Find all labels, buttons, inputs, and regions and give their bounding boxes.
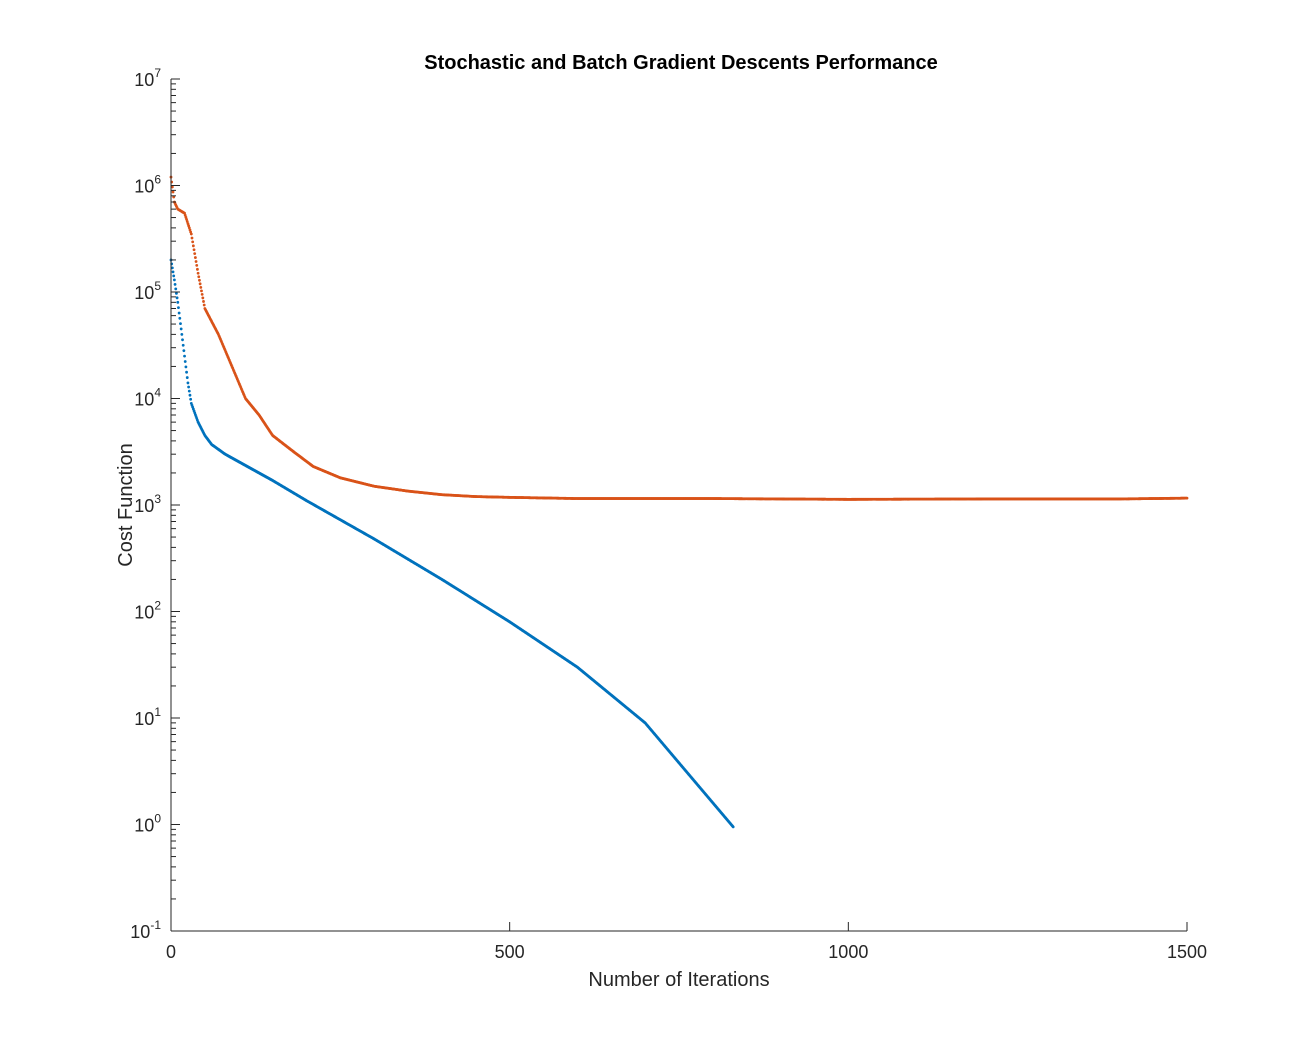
y-tick-exponent: 7 (154, 66, 161, 80)
data-point (188, 393, 192, 397)
data-point (187, 389, 191, 393)
y-tick-label: 107 (134, 66, 161, 90)
data-point (173, 282, 177, 286)
data-point (174, 287, 178, 291)
data-point (198, 282, 202, 286)
data-point (172, 278, 176, 282)
data-point (171, 270, 175, 274)
data-point (191, 244, 195, 248)
data-point (185, 370, 188, 374)
data-point (1185, 496, 1189, 500)
data-point (181, 343, 185, 347)
y-tick-base: 10 (134, 390, 154, 410)
series-layer (169, 175, 1189, 829)
y-tick-exponent: 2 (154, 599, 161, 613)
y-tick-base: 10 (134, 70, 154, 90)
data-point (189, 232, 193, 236)
y-tick-label: 100 (134, 812, 161, 836)
y-tick-exponent: 6 (154, 173, 161, 187)
data-point (187, 385, 191, 389)
data-point (199, 285, 203, 289)
data-point (193, 252, 197, 256)
x-tick-label: 500 (495, 942, 525, 962)
y-tick-label: 10-1 (130, 918, 161, 942)
plot-area: 0 500 1000 1500 10710610510410310210110010-… (130, 66, 1207, 962)
x-axis-label: Number of Iterations (588, 969, 769, 991)
data-point (179, 322, 182, 326)
data-point (196, 267, 199, 271)
y-tick-base: 10 (134, 603, 154, 623)
data-point (183, 354, 186, 358)
data-point (202, 300, 205, 303)
y-tick-base: 10 (134, 496, 154, 516)
data-point (186, 381, 190, 385)
data-point (176, 300, 180, 304)
data-point (200, 292, 204, 296)
y-tick-base: 10 (134, 816, 154, 836)
y-tick-label: 101 (134, 705, 161, 729)
y-tick-label: 105 (134, 279, 161, 303)
data-point (202, 303, 206, 307)
data-point (193, 256, 197, 259)
y-tick-exponent: 5 (154, 279, 161, 293)
x-tick-label: 0 (166, 942, 176, 962)
data-point (175, 296, 179, 300)
data-point (201, 296, 205, 300)
data-point (181, 338, 184, 342)
data-point (192, 248, 196, 252)
data-point (185, 376, 189, 379)
data-point (195, 264, 199, 267)
series-1 (169, 175, 1189, 501)
data-point (171, 190, 175, 194)
y-tick-exponent: 3 (154, 492, 161, 506)
y-tick-label: 103 (134, 492, 161, 516)
y-tick-label: 104 (134, 386, 161, 410)
data-point (179, 327, 183, 331)
data-point (178, 316, 182, 320)
data-point (194, 260, 198, 263)
data-point (177, 306, 180, 310)
data-point (731, 825, 735, 829)
data-point (196, 271, 200, 275)
series-0 (169, 258, 735, 829)
y-tick-label: 106 (134, 173, 161, 197)
data-point (197, 275, 201, 279)
y-tick-label: 102 (134, 599, 161, 623)
x-ticks: 0 500 1000 1500 (166, 922, 1207, 962)
x-tick-label: 1000 (828, 942, 868, 962)
y-tick-base: 10 (134, 283, 154, 303)
y-tick-base: 10 (134, 709, 154, 729)
y-tick-exponent: 0 (154, 812, 161, 826)
data-point (183, 360, 187, 363)
data-point (177, 311, 181, 315)
y-axis-label: Cost Function (115, 443, 137, 566)
data-point (189, 397, 193, 401)
data-point (184, 365, 188, 369)
chart-title: Stochastic and Batch Gradient Descents P… (424, 52, 938, 74)
y-tick-exponent: 1 (154, 705, 161, 719)
y-tick-exponent: 4 (154, 386, 161, 400)
data-point (190, 236, 194, 240)
data-point (170, 185, 174, 189)
x-tick-label: 1500 (1167, 942, 1207, 962)
y-tick-base: 10 (134, 177, 154, 197)
data-point (170, 266, 174, 270)
data-point (172, 274, 176, 278)
y-tick-exponent: -1 (150, 918, 161, 932)
y-tick-base: 10 (130, 922, 150, 942)
data-point (180, 332, 184, 336)
data-point (182, 349, 186, 353)
data-point (191, 240, 195, 244)
data-point (198, 278, 201, 282)
data-point (200, 289, 203, 293)
data-point (175, 291, 178, 295)
